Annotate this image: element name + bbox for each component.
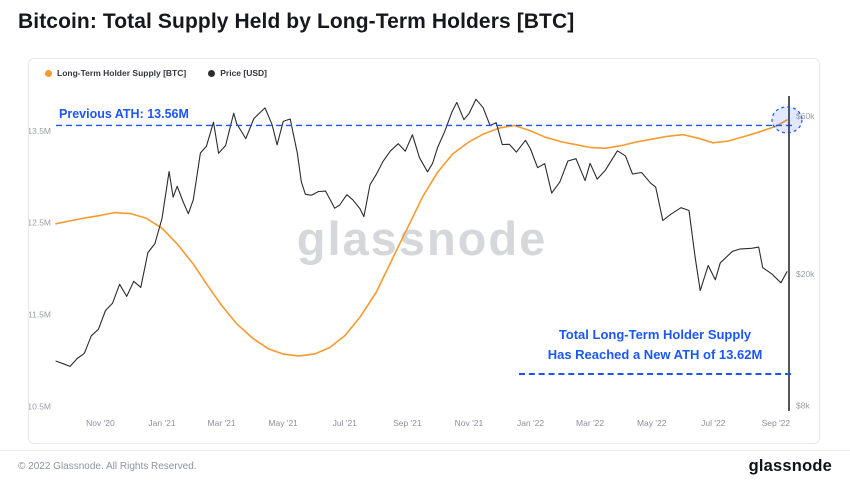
chart-card: Long-Term Holder Supply [BTC] Price [USD… bbox=[28, 58, 820, 444]
x-axis-tick: Nov '20 bbox=[86, 418, 115, 428]
x-axis-tick: Mar '22 bbox=[576, 418, 604, 428]
new-ath-line2: Has Reached a New ATH of 13.62M bbox=[547, 346, 763, 362]
right-axis-tick: $8k bbox=[796, 401, 810, 411]
left-axis-tick: 12.5M bbox=[29, 218, 51, 228]
copyright-text: © 2022 Glassnode. All Rights Reserved. bbox=[18, 461, 197, 472]
glassnode-logo: glassnode bbox=[748, 457, 832, 475]
chart-plot[interactable]: 13.5M 12.5M 11.5M 10.5M $60k $20k $8k Nov '20 Ja… bbox=[29, 59, 817, 441]
new-ath-line1: Total Long-Term Holder Supply bbox=[558, 327, 752, 342]
x-axis-tick: Nov '21 bbox=[455, 418, 484, 428]
glassnode-watermark: glassnode bbox=[296, 212, 548, 265]
x-axis-tick: Mar '21 bbox=[208, 418, 236, 428]
x-axis-tick: Sep '21 bbox=[393, 418, 422, 428]
page-title: Bitcoin: Total Supply Held by Long-Term … bbox=[18, 10, 575, 33]
x-axis-tick: Jan '21 bbox=[148, 418, 175, 428]
previous-ath-label: Previous ATH: 13.56M bbox=[59, 107, 189, 121]
supply-series-line bbox=[55, 119, 788, 357]
legend-item-price[interactable]: Price [USD] bbox=[208, 68, 267, 78]
left-axis-tick: 11.5M bbox=[29, 310, 51, 320]
legend-item-lth-supply[interactable]: Long-Term Holder Supply [BTC] bbox=[45, 68, 186, 78]
left-axis-tick: 13.5M bbox=[29, 126, 51, 136]
supply-series-dot-icon bbox=[45, 69, 52, 77]
new-ath-highlight-circle bbox=[771, 106, 803, 134]
right-axis-tick: $20k bbox=[796, 269, 815, 279]
chart-legend: Long-Term Holder Supply [BTC] Price [USD… bbox=[45, 68, 267, 78]
left-axis-tick: 10.5M bbox=[29, 401, 51, 411]
x-axis-tick: Sep '22 bbox=[762, 418, 791, 428]
new-ath-annotation: Total Long-Term Holder Supply Has Reache… bbox=[519, 325, 791, 375]
legend-label-price: Price [USD] bbox=[220, 68, 267, 78]
x-axis-tick: Jul '21 bbox=[333, 418, 358, 428]
x-axis-tick: May '22 bbox=[637, 418, 667, 428]
x-axis-tick: Jul '22 bbox=[701, 418, 726, 428]
price-series-line bbox=[55, 98, 788, 367]
right-axis-tick: $60k bbox=[796, 111, 815, 121]
legend-label-supply: Long-Term Holder Supply [BTC] bbox=[57, 68, 187, 78]
x-axis-tick: May '21 bbox=[268, 418, 298, 428]
x-axis-tick: Jan '22 bbox=[517, 418, 544, 428]
price-series-dot-icon bbox=[208, 69, 216, 77]
footer: © 2022 Glassnode. All Rights Reserved. g… bbox=[0, 450, 850, 491]
